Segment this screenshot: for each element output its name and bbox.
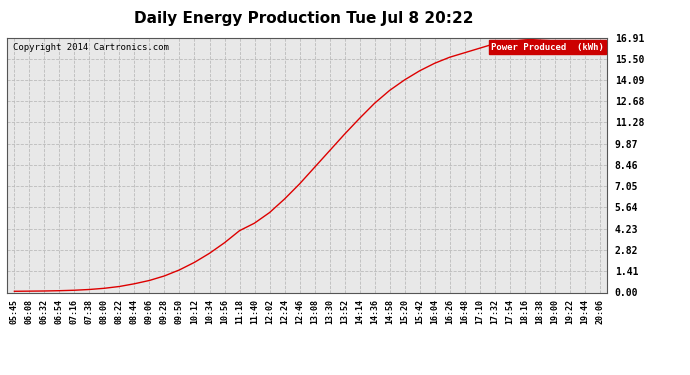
- Text: Daily Energy Production Tue Jul 8 20:22: Daily Energy Production Tue Jul 8 20:22: [134, 11, 473, 26]
- Text: Copyright 2014 Cartronics.com: Copyright 2014 Cartronics.com: [13, 43, 169, 52]
- Text: Power Produced  (kWh): Power Produced (kWh): [491, 43, 604, 52]
